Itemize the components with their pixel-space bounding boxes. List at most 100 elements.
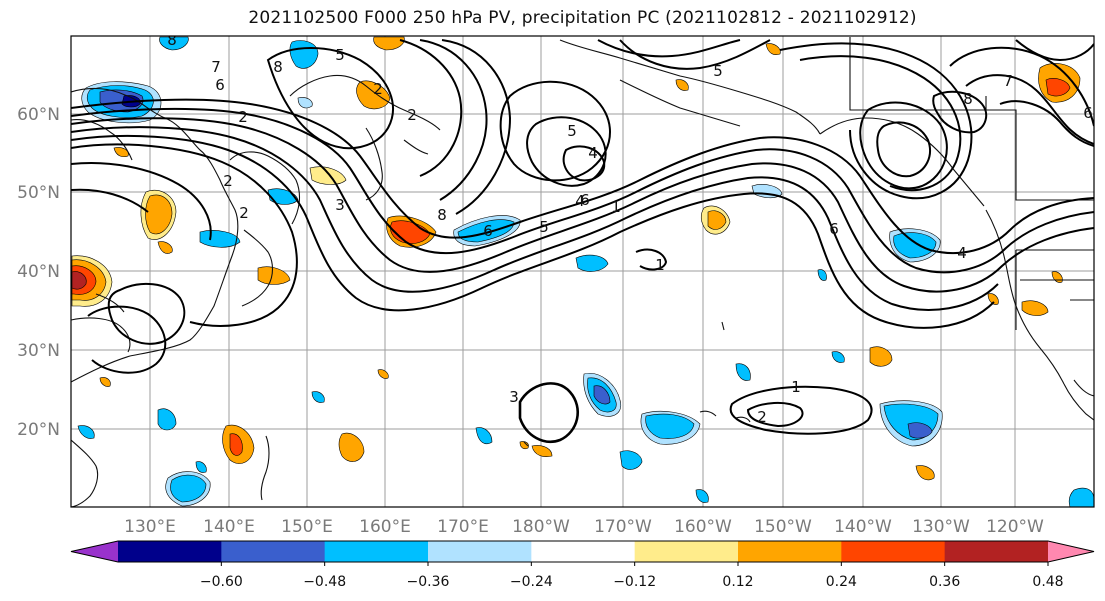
colorbar-extension-min: [71, 541, 118, 562]
precip-blob: [1045, 78, 1071, 97]
colorbar-tick-label: −0.60: [200, 574, 243, 590]
precip-blob: [356, 80, 391, 110]
lon-label: 160°E: [359, 517, 411, 537]
contour-label: 3: [509, 388, 519, 406]
contour-label: 5: [567, 122, 577, 140]
precip-blob: [229, 433, 243, 456]
lon-label: 130°E: [124, 517, 176, 537]
precip-blob: [71, 271, 87, 290]
contour-label: 5: [539, 218, 549, 236]
contour-label: 7: [211, 58, 221, 76]
precip-blob: [695, 489, 709, 503]
colorbar-tick-label: 0.36: [929, 574, 960, 590]
pv-contours: [71, 39, 1094, 443]
precip-blob: [735, 363, 751, 381]
contour-label: 4: [588, 144, 598, 162]
colorbar-tick-label: −0.24: [510, 574, 553, 590]
colorbar: −0.60 −0.48 −0.36 −0.24 −0.12 0.12 0.24 0.36 0.4…: [70, 540, 1095, 590]
precip-blob: [575, 254, 609, 272]
contour-label: 7: [1003, 72, 1013, 90]
colorbar-segment: [221, 541, 326, 562]
precip-blob: [519, 441, 529, 450]
precip-blob: [475, 427, 493, 445]
precip-blob: [593, 385, 611, 405]
contour-label: 6: [215, 76, 225, 94]
colorbar-tick-label: 0.48: [1032, 574, 1063, 590]
colorbar-segment: [944, 541, 1049, 562]
lon-label: 150°W: [754, 517, 812, 537]
lat-label: 60°N: [17, 105, 60, 125]
precip-blob: [645, 413, 695, 439]
contour-label: 6: [1083, 104, 1093, 122]
contour-label: 1: [655, 256, 665, 274]
precip-blob: [157, 408, 177, 431]
precip-blob: [338, 432, 365, 462]
precip-blob: [159, 36, 189, 51]
precip-blob: [1068, 487, 1094, 507]
precip-blob: [113, 147, 129, 158]
colorbar-segment: [324, 541, 429, 562]
precip-blob: [77, 425, 95, 439]
colorbar-tick-label: −0.48: [303, 574, 346, 590]
contour-label: 2: [239, 204, 249, 222]
contour-label: 6: [829, 220, 839, 238]
lon-label: 160°W: [674, 517, 732, 537]
contour-label: 1: [791, 378, 801, 396]
contour-label: 4: [575, 192, 585, 210]
map-title: 2021102500 F000 250 hPa PV, precipitatio…: [248, 8, 917, 28]
coastlines: [71, 37, 1094, 507]
contour-label: 8: [167, 31, 177, 49]
precip-blob: [157, 241, 173, 254]
contour-label: 8: [963, 90, 973, 108]
colorbar-tick-label: 0.24: [826, 574, 857, 590]
longitude-labels: 130°E 140°E 150°E 160°E 170°E 180°W 170°W 160°W…: [124, 517, 1044, 537]
precip-blob: [893, 232, 937, 259]
lat-label: 50°N: [17, 183, 60, 203]
colorbar-segment: [634, 541, 739, 562]
colorbar-tick-label: −0.36: [407, 574, 450, 590]
precip-blob: [707, 210, 727, 230]
lon-label: 140°E: [203, 517, 255, 537]
contour-label: 2: [373, 80, 383, 98]
lon-label: 170°E: [437, 517, 489, 537]
contour-label: 2: [757, 408, 767, 426]
contour-label: 3: [335, 196, 345, 214]
colorbar-segment: [531, 541, 636, 562]
precip-blob: [907, 422, 933, 439]
lat-label: 30°N: [17, 341, 60, 361]
colorbar-tick-label: 0.12: [722, 574, 753, 590]
precip-blob: [817, 269, 827, 281]
precip-blob: [297, 97, 313, 109]
precip-blob: [987, 293, 999, 305]
lon-label: 120°W: [986, 517, 1044, 537]
precip-blob: [675, 79, 689, 91]
precip-blob: [915, 465, 935, 481]
precip-blob: [195, 461, 207, 473]
precip-blob: [869, 346, 893, 367]
precip-blob: [170, 474, 207, 503]
contour-label: 5: [713, 62, 723, 80]
lon-label: 170°W: [594, 517, 652, 537]
contour-label: 2: [407, 106, 417, 124]
colorbar-segment: [841, 541, 946, 562]
colorbar-segment: [428, 541, 532, 562]
colorbar-extension-max: [1048, 541, 1094, 562]
contour-label: 6: [580, 191, 590, 209]
lon-label: 150°E: [281, 517, 333, 537]
precip-blob: [99, 377, 111, 387]
precip-blob: [831, 351, 845, 363]
colorbar-outline: [70, 540, 1095, 563]
precip-blob: [1021, 300, 1049, 316]
precip-blob: [531, 445, 553, 457]
gridlines: [71, 36, 1094, 507]
precip-blob: [145, 194, 173, 235]
precip-blob: [257, 266, 291, 285]
precip-blob: [311, 391, 325, 403]
colorbar-segment: [118, 541, 222, 562]
colorbar-tick-label: −0.12: [613, 574, 656, 590]
lat-label: 20°N: [17, 420, 60, 440]
contour-label: 1: [611, 198, 621, 216]
contour-label: 8: [273, 58, 283, 76]
